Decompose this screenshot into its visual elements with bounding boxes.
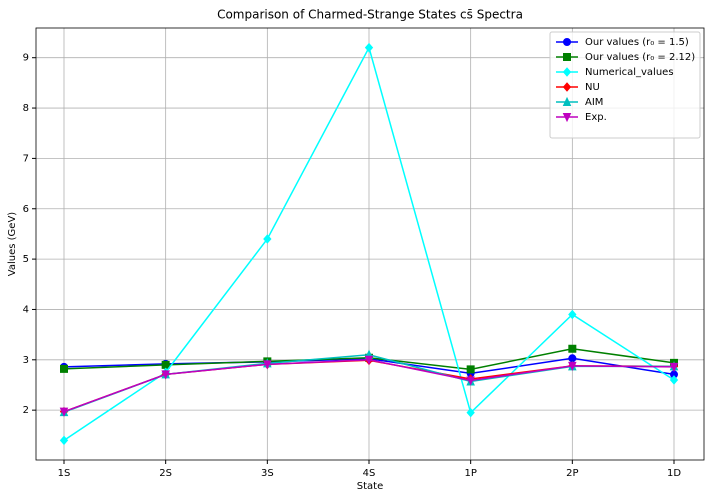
marker	[568, 354, 577, 363]
legend-label: NU	[585, 82, 600, 93]
marker	[563, 38, 571, 46]
marker	[562, 113, 572, 123]
marker	[161, 370, 170, 380]
marker	[60, 364, 68, 373]
x-tick-label: 2S	[159, 468, 172, 479]
marker	[59, 435, 69, 446]
legend-label: Numerical_values	[585, 67, 674, 78]
marker	[669, 375, 679, 385]
marker	[364, 355, 374, 365]
legend-label: Our values (r₀ = 1.5)	[585, 37, 689, 48]
marker	[568, 309, 577, 320]
y-tick-label: 8	[23, 103, 29, 114]
marker	[263, 234, 272, 244]
y-tick-label: 6	[23, 204, 29, 215]
legend-label: Our values (r₀ = 2.12)	[585, 52, 695, 63]
x-tick-label: 1P	[464, 468, 476, 479]
marker	[466, 365, 475, 374]
y-tick-label: 2	[23, 405, 29, 416]
x-tick-label: 3S	[261, 468, 274, 479]
x-tick-label: 1S	[58, 468, 71, 479]
marker	[562, 96, 572, 106]
marker	[562, 82, 572, 92]
marker	[568, 344, 577, 353]
marker	[562, 67, 572, 77]
y-tick-label: 3	[23, 355, 29, 366]
marker	[466, 376, 475, 386]
marker	[263, 360, 272, 370]
marker	[568, 361, 577, 372]
x-tick-label: 2P	[566, 468, 578, 479]
y-axis-label: Values (GeV)	[7, 212, 18, 276]
chart-title: Comparison of Charmed-Strange States cs̄…	[217, 8, 523, 22]
x-axis-label: State	[357, 481, 383, 492]
plot-frame	[35, 27, 705, 461]
marker	[466, 407, 475, 418]
marker	[59, 407, 69, 417]
y-tick-label: 4	[23, 304, 29, 315]
legend-label: Exp.	[585, 112, 607, 123]
marker	[563, 53, 571, 61]
legend: Our values (r₀ = 1.5) Our values (r₀ = 2.…	[549, 31, 701, 139]
marker	[364, 42, 374, 53]
marker	[669, 362, 679, 373]
x-tick-label: 4S	[363, 468, 376, 479]
y-tick-label: 5	[23, 254, 29, 265]
legend-box	[549, 31, 701, 139]
marker	[161, 360, 170, 369]
y-tick-label: 7	[23, 153, 29, 164]
x-tick-label: 1D	[667, 468, 681, 479]
y-tick-label: 9	[23, 53, 29, 64]
legend-label: AIM	[585, 97, 603, 108]
